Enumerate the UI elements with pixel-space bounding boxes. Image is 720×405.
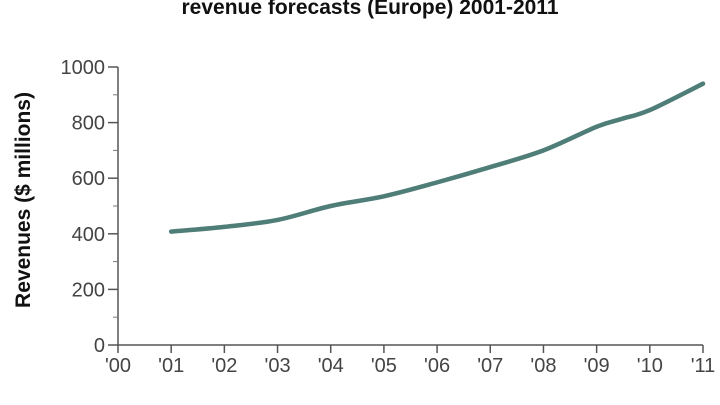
x-tick-label: '08	[530, 355, 556, 377]
y-tick-label: 200	[72, 279, 105, 301]
x-tick-label: '01	[158, 355, 184, 377]
x-tick-label: '00	[105, 355, 131, 377]
y-tick-label: 600	[72, 168, 105, 190]
x-tick-label: '11	[691, 355, 716, 377]
y-tick-label: 1000	[61, 57, 106, 79]
y-axis-label: Revenues ($ millions)	[12, 92, 35, 308]
series-group	[168, 81, 706, 234]
y-tick-label: 400	[72, 224, 105, 246]
x-tick-label: '05	[371, 355, 397, 377]
x-tick-label: '10	[637, 355, 663, 377]
y-tick-label: 800	[72, 113, 105, 135]
x-tick-label: '03	[265, 355, 291, 377]
y-tick-label: 0	[94, 335, 105, 357]
x-axis: '00 '01 '02 '03 '04 '05 '06 '07 '08 '09 '10 '11	[105, 344, 716, 377]
chart-title: revenue forecasts (Europe) 2001-2011	[181, 0, 558, 19]
x-tick-label: '09	[584, 355, 610, 377]
revenue-series-line	[168, 81, 706, 234]
x-tick-label: '02	[211, 355, 237, 377]
x-tick-label: '06	[424, 355, 450, 377]
y-axis: 0 200 400 600 800 1000	[61, 57, 119, 357]
x-tick-label: '04	[318, 355, 344, 377]
x-tick-label: '07	[477, 355, 503, 377]
